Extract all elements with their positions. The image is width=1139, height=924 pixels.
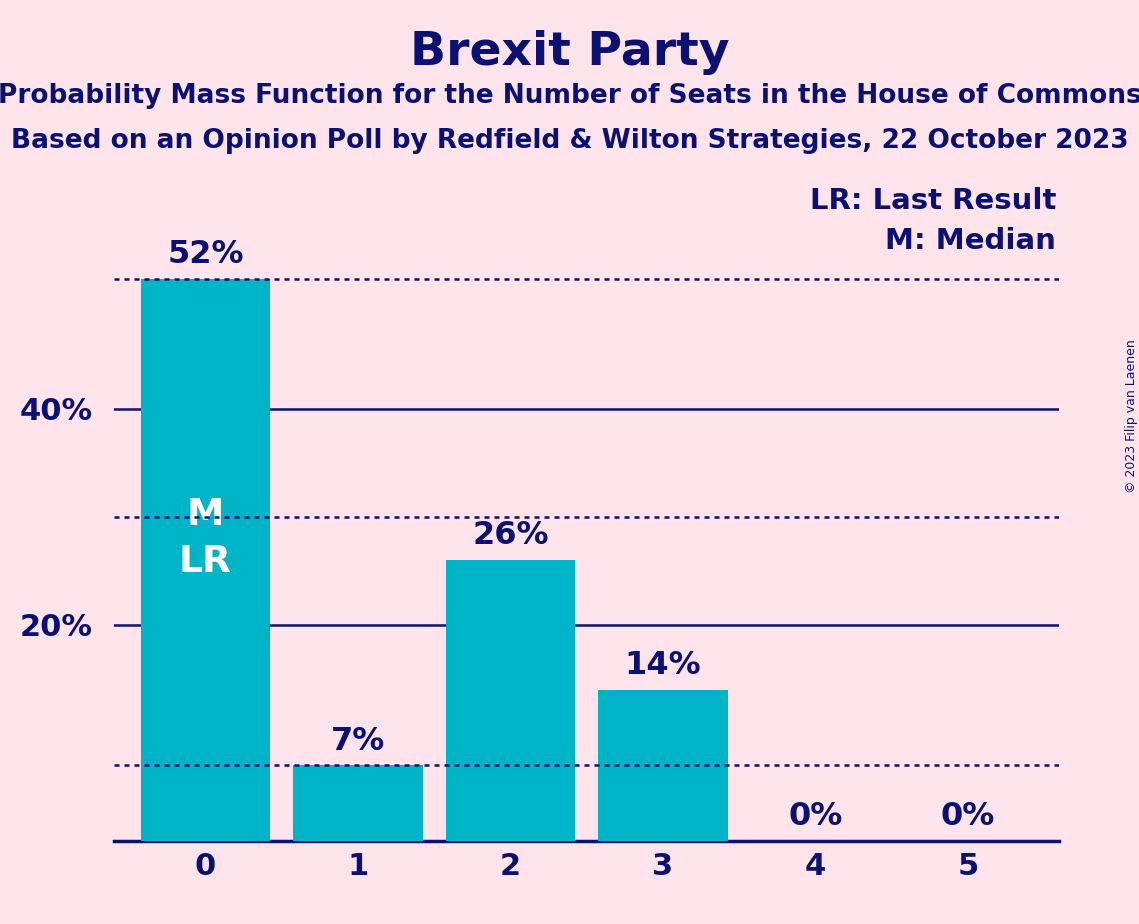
Text: Based on an Opinion Poll by Redfield & Wilton Strategies, 22 October 2023: Based on an Opinion Poll by Redfield & W… — [10, 128, 1129, 153]
Text: 0%: 0% — [788, 801, 843, 833]
Text: LR: Last Result: LR: Last Result — [810, 188, 1056, 215]
Text: 14%: 14% — [624, 650, 702, 681]
Bar — [293, 765, 423, 841]
Text: 7%: 7% — [330, 725, 385, 757]
Text: M
LR: M LR — [179, 497, 232, 580]
Text: M: Median: M: Median — [885, 227, 1056, 255]
Text: Brexit Party: Brexit Party — [410, 30, 729, 75]
Text: 26%: 26% — [472, 520, 549, 552]
Bar — [445, 560, 575, 841]
Bar — [598, 689, 728, 841]
Bar — [140, 279, 270, 841]
Text: 52%: 52% — [167, 239, 244, 271]
Text: © 2023 Filip van Laenen: © 2023 Filip van Laenen — [1124, 339, 1138, 492]
Text: Probability Mass Function for the Number of Seats in the House of Commons: Probability Mass Function for the Number… — [0, 83, 1139, 109]
Text: 0%: 0% — [941, 801, 994, 833]
